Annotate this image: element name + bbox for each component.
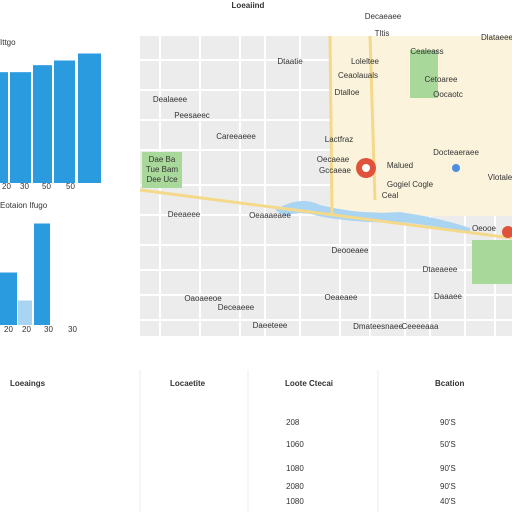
map-label: Oeaeaee <box>325 293 358 302</box>
chart-label: Eotaion Ifugo <box>0 201 48 210</box>
map-label: Deooeaee <box>332 246 369 255</box>
map-label: Docteaeraee <box>433 148 479 157</box>
map-label: Daaaee <box>434 292 463 301</box>
map-label: Peesaeec <box>174 111 210 120</box>
bar <box>0 272 17 325</box>
bar <box>54 60 75 183</box>
x-tick-label: 50 <box>42 182 51 191</box>
map-label: Oecaeae <box>317 155 350 164</box>
map-label: Lactfraz <box>325 135 353 144</box>
map-label: Gogiel Cogle <box>387 180 434 189</box>
map-icon <box>452 164 460 172</box>
map-label: Loleltee <box>351 57 380 66</box>
map-label: Deceaeee <box>218 303 255 312</box>
map-label: Dmateesnaee <box>353 322 403 331</box>
cell: 90'S <box>440 464 456 473</box>
bar <box>10 72 31 183</box>
map-label: Dtaatie <box>277 57 303 66</box>
map-label: Ceeeeaaa <box>402 322 439 331</box>
river <box>275 201 470 234</box>
park <box>410 50 438 98</box>
park <box>472 240 512 284</box>
map-pin-dot <box>362 164 370 172</box>
page-title: Loeaiind <box>232 1 265 10</box>
x-tick-label: 30 <box>68 325 77 334</box>
cell: 1080 <box>286 464 304 473</box>
x-tick-label: 20 <box>22 325 31 334</box>
cell: 50'S <box>440 440 456 449</box>
cell: 1060 <box>286 440 304 449</box>
map-label: Oocaotc <box>433 90 463 99</box>
map-label: Careeaeee <box>216 132 256 141</box>
map-label: Dealaeee <box>153 95 188 104</box>
bar <box>33 65 52 183</box>
column-header: Loeaings <box>10 379 46 388</box>
park <box>142 152 182 188</box>
bar <box>18 300 32 325</box>
map-pin <box>502 226 512 238</box>
map-label: Dtaeaeee <box>423 265 458 274</box>
x-tick-label: 30 <box>44 325 53 334</box>
map-label: Dlataeee <box>481 33 512 42</box>
map-label: Gccaeae <box>319 166 352 175</box>
map-label: Cetoaree <box>425 75 458 84</box>
park-label: Dee Uce <box>146 175 178 184</box>
map-label: Deeaeee <box>168 210 201 219</box>
map <box>139 35 512 336</box>
cell: 90'S <box>440 418 456 427</box>
x-tick-label: 30 <box>20 182 29 191</box>
cell: 2080 <box>286 482 304 491</box>
map-label: Oaoaeeoe <box>184 294 222 303</box>
chart-label: Ittgo <box>0 38 16 47</box>
column-header: Locaetite <box>170 379 206 388</box>
map-label: Ceal <box>382 191 399 200</box>
map-label: Vlotale <box>488 173 512 182</box>
column-header: Loote Ctecai <box>285 379 333 388</box>
table-dividers <box>139 370 379 512</box>
park-label: Dae Ba <box>149 155 176 164</box>
cell: 208 <box>286 418 300 427</box>
map-label: Decaeaee <box>365 12 402 21</box>
map-label: Daeeteee <box>253 321 288 330</box>
map-label: Malued <box>387 161 413 170</box>
cell: 40'S <box>440 497 456 506</box>
cell: 1080 <box>286 497 304 506</box>
bar <box>34 223 50 325</box>
map-label: Cealeass <box>410 47 443 56</box>
map-label: Oeooe <box>472 224 497 233</box>
park-label: Tue Bam <box>146 165 178 174</box>
column-header: Bcation <box>435 379 464 388</box>
bar <box>0 72 8 183</box>
map-label: Oeaaaeaee <box>249 211 291 220</box>
x-tick-label: 20 <box>2 182 11 191</box>
x-tick-label: 50 <box>66 182 75 191</box>
map-label: Ceaolauals <box>338 71 378 80</box>
map-label: Dtalloe <box>335 88 360 97</box>
map-label: Tltis <box>375 29 390 38</box>
bar <box>78 53 101 183</box>
cell: 90'S <box>440 482 456 491</box>
x-tick-label: 20 <box>4 325 13 334</box>
